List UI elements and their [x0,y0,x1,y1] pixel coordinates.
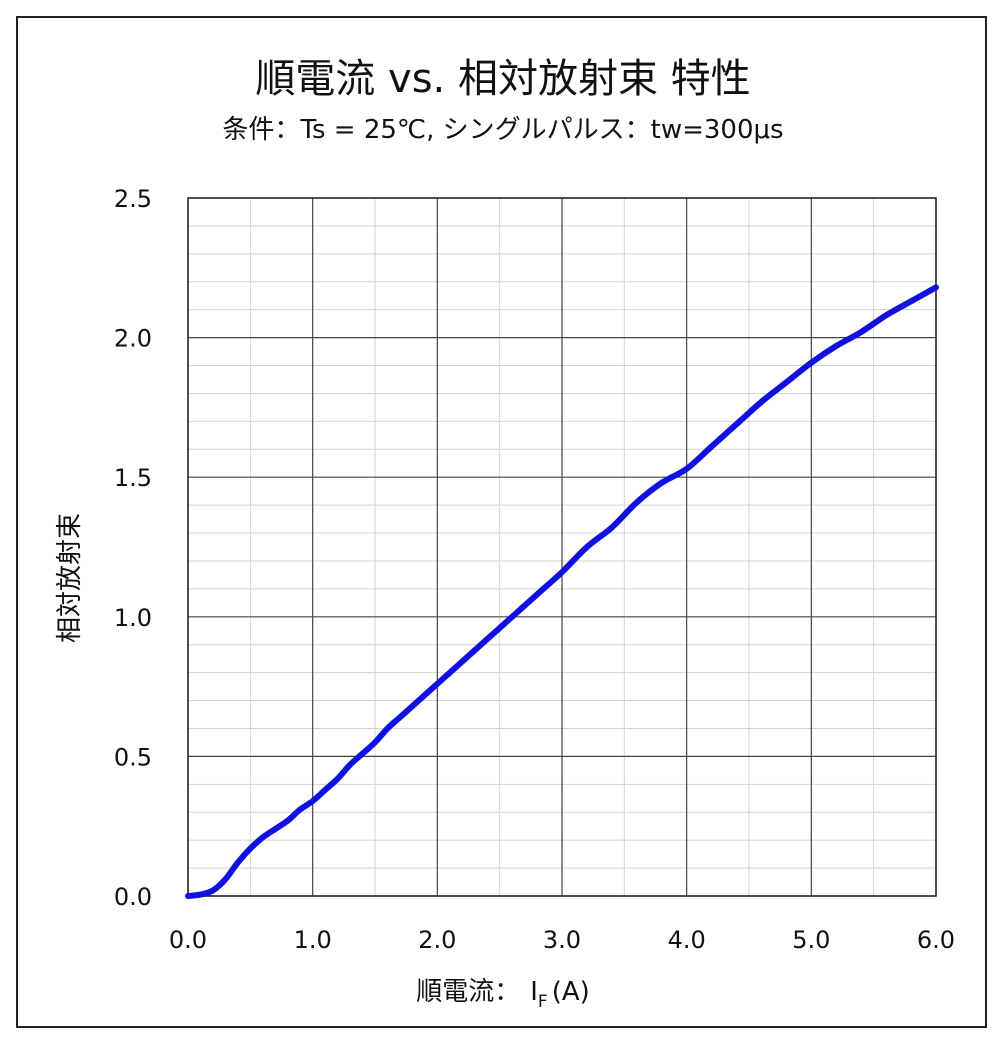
y-tick-label: 0.0 [114,883,152,911]
y-tick-label: 2.0 [114,325,152,353]
y-tick-label: 2.5 [114,185,152,213]
x-axis-label-unit: (A) [552,977,590,1007]
y-axis-label: 相対放射束 [55,513,85,643]
y-tick-labels: 0.0 0.5 1.0 1.5 2.0 2.5 [114,185,152,911]
grid-major [187,197,937,897]
x-axis-label: 順電流： IF (A) [416,977,590,1012]
x-tick-label: 5.0 [792,926,830,954]
series-group [185,284,939,899]
chart-title: 順電流 vs. 相対放射束 特性 [255,56,750,102]
x-tick-label: 4.0 [668,926,706,954]
x-tick-label: 2.0 [418,926,456,954]
x-tick-labels: 0.0 1.0 2.0 3.0 4.0 5.0 6.0 [169,926,955,954]
x-tick-label: 6.0 [917,926,955,954]
chart-subtitle: 条件：Ts = 25℃, シングルパルス：tw=300μs [222,115,783,145]
plot-border [187,197,937,897]
x-tick-label: 0.0 [169,926,207,954]
y-tick-label: 0.5 [114,743,152,771]
x-tick-label: 3.0 [543,926,581,954]
x-axis-label-main: 順電流： [416,977,520,1007]
chart-svg: 順電流 vs. 相対放射束 特性 条件：Ts = 25℃, シングルパルス：tw… [55,56,955,1012]
y-tick-label: 1.0 [114,604,152,632]
chart-frame: 順電流 vs. 相対放射束 特性 条件：Ts = 25℃, シングルパルス：tw… [16,16,987,1028]
x-axis-label-subscript: F [538,992,548,1012]
y-tick-label: 1.5 [114,464,152,492]
x-axis-label-symbol: I [530,977,538,1007]
series-line [185,284,939,899]
x-tick-label: 1.0 [294,926,332,954]
